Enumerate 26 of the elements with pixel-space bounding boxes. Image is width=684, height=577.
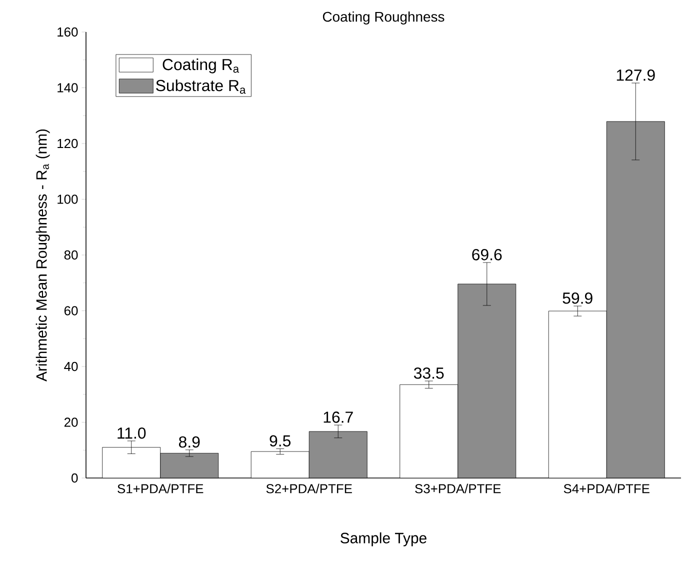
data-label: 11.0 <box>118 427 146 439</box>
y-tick-label: 80 <box>64 250 78 260</box>
x-tick-label: S2+PDA/PTFE <box>266 484 352 494</box>
y-tick-label: 100 <box>58 194 78 204</box>
data-label: 69.6 <box>472 249 502 260</box>
data-label: 9.5 <box>270 435 291 447</box>
y-tick-label: 160 <box>58 27 78 37</box>
data-label: 33.5 <box>414 368 444 379</box>
y-tick-label: 60 <box>64 306 78 316</box>
data-label: 127.9 <box>616 70 655 81</box>
y-tick-label: 0 <box>72 473 78 483</box>
data-label: 16.7 <box>324 412 353 423</box>
y-axis-title: Arithmetic Mean Roughness - R$_{a}$ (nm) <box>36 129 50 382</box>
legend-label: Substrate R$_{a}$ <box>156 80 246 94</box>
y-tick-label: 140 <box>58 83 78 92</box>
data-label: 8.9 <box>178 436 200 448</box>
data-label: 59.9 <box>562 292 592 304</box>
y-tick-label: 20 <box>64 418 78 427</box>
chart-title: Coating Roughness <box>322 11 444 24</box>
x-tick-label: S4+PDA/PTFE <box>564 484 650 494</box>
x-tick-label: S1+PDA/PTFE <box>118 484 204 494</box>
y-tick-label: 40 <box>64 362 78 372</box>
x-axis-title: Sample Type <box>340 532 426 546</box>
x-tick-label: S3+PDA/PTFE <box>415 484 501 494</box>
legend-label: Coating R$_{a}$ <box>162 58 240 74</box>
y-tick-label: 120 <box>58 138 78 148</box>
